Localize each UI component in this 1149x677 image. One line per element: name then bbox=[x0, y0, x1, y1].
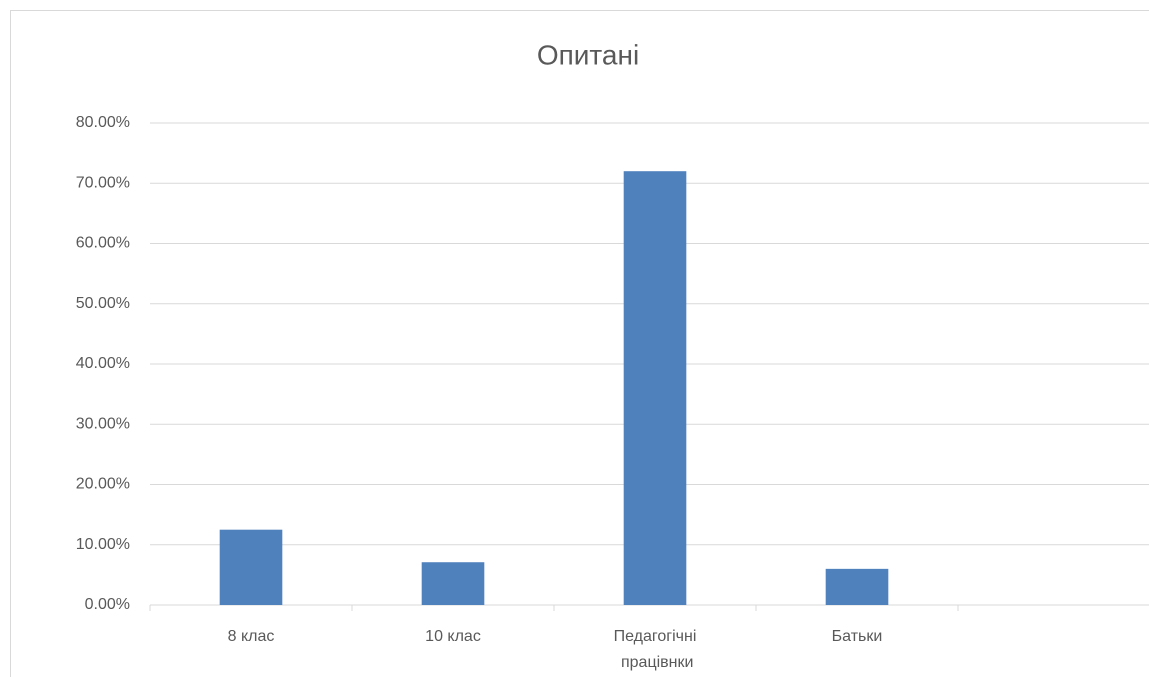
y-tick-label: 10.00% bbox=[76, 536, 130, 553]
x-tick-label: Педагогічні працівнки bbox=[614, 628, 697, 671]
y-tick-label: 80.00% bbox=[76, 114, 130, 131]
bar bbox=[623, 171, 687, 605]
y-tick-label: 0.00% bbox=[85, 596, 130, 613]
x-tick-label: Батьки bbox=[832, 628, 883, 645]
y-tick-label: 50.00% bbox=[76, 295, 130, 312]
x-tick-label: 10 клас bbox=[425, 628, 481, 645]
bar bbox=[421, 562, 485, 605]
y-tick-label: 40.00% bbox=[76, 355, 130, 372]
bar bbox=[825, 568, 889, 605]
y-tick-label: 70.00% bbox=[76, 174, 130, 191]
y-tick-label: 30.00% bbox=[76, 415, 130, 432]
chart-border bbox=[10, 10, 1149, 677]
y-tick-label: 60.00% bbox=[76, 235, 130, 252]
x-tick-label: 8 клас bbox=[228, 628, 275, 645]
y-tick-label: 20.00% bbox=[76, 476, 130, 493]
bar bbox=[219, 529, 283, 605]
chart-title: Опитані bbox=[537, 39, 639, 70]
